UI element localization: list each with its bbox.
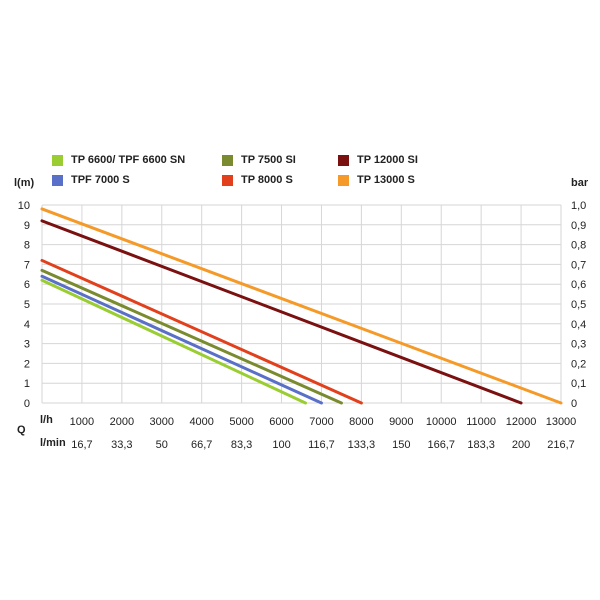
x2-tick-label: 133,3 (348, 439, 376, 451)
series-line (40, 207, 563, 405)
x-tick-label: 13000 (546, 416, 577, 428)
x2-tick-label: 83,3 (231, 439, 252, 451)
x-tick-label: 1000 (70, 416, 94, 428)
y-tick-label: 7 (24, 259, 30, 271)
x-tick-label: 3000 (150, 416, 174, 428)
y2-tick-label: 0,2 (571, 358, 586, 370)
x-tick-label: 11000 (466, 416, 496, 428)
y-axis-label: l(m) (14, 177, 35, 189)
y2-tick-label: 0,9 (571, 220, 586, 232)
legend-label: TP 12000 SI (357, 154, 418, 166)
legend-swatch (222, 154, 233, 166)
legend-item: TP 7500 SI (222, 154, 296, 166)
y2-tick-label: 0,4 (571, 319, 586, 331)
legend-item: TPF 7000 S (52, 174, 130, 186)
series-line (40, 274, 323, 405)
x-tick-label: 10000 (426, 416, 457, 428)
y2-tick-label: 1,0 (571, 200, 586, 212)
x-unit-label: l/h (40, 414, 53, 426)
legend-swatch (52, 174, 63, 186)
y-tick-label: 1 (24, 378, 30, 390)
legend-item: TP 12000 SI (338, 154, 418, 166)
legend-swatch (338, 154, 349, 166)
legend: TP 6600/ TPF 6600 SN TPF 7000 S TP 7500 … (0, 0, 600, 200)
legend-swatch (52, 154, 63, 166)
y-tick-label: 9 (24, 220, 30, 232)
y-tick-label: 8 (24, 240, 30, 252)
x2-tick-label: 166,7 (427, 439, 455, 451)
x2-unit-label: l/min (40, 437, 66, 449)
x-tick-label: 7000 (309, 416, 333, 428)
series-line (40, 278, 307, 405)
legend-label: TP 6600/ TPF 6600 SN (71, 154, 186, 166)
legend-label: TP 13000 S (357, 174, 415, 186)
x-tick-label: 6000 (269, 416, 293, 428)
x-tick-label: 2000 (110, 416, 134, 428)
y-tick-label: 0 (24, 398, 30, 410)
legend-label: TP 7500 SI (241, 154, 296, 166)
y2-tick-label: 0 (571, 398, 577, 410)
y-tick-label: 2 (24, 358, 30, 370)
x-tick-label: 8000 (349, 416, 373, 428)
legend-item: TP 13000 S (338, 174, 415, 186)
x-tick-label: 12000 (506, 416, 537, 428)
y2-tick-label: 0,6 (571, 279, 586, 291)
legend-swatch (222, 174, 233, 186)
y-tick-label: 6 (24, 279, 30, 291)
y2-tick-label: 0,5 (571, 299, 586, 311)
legend-item: TP 6600/ TPF 6600 SN (52, 154, 185, 166)
y2-tick-label: 0,7 (571, 259, 586, 271)
legend-label: TPF 7000 S (71, 174, 130, 186)
y-tick-label: 3 (24, 339, 30, 351)
x2-tick-label: 100 (272, 439, 290, 451)
x2-tick-label: 50 (156, 439, 168, 451)
y2-axis-label: bar (571, 177, 589, 189)
q-label: Q (17, 424, 26, 436)
x2-tick-label: 66,7 (191, 439, 212, 451)
x2-tick-label: 150 (392, 439, 410, 451)
x2-tick-label: 216,7 (547, 439, 575, 451)
x2-tick-label: 33,3 (111, 439, 132, 451)
legend-swatch (338, 174, 349, 186)
y2-tick-label: 0,1 (571, 378, 586, 390)
y-tick-label: 5 (24, 299, 30, 311)
series-line (40, 219, 523, 405)
x2-tick-label: 116,7 (308, 439, 335, 451)
x2-tick-label: 16,7 (71, 439, 92, 451)
legend-item: TP 8000 S (222, 174, 293, 186)
y-tick-label: 10 (18, 200, 30, 212)
x-tick-label: 5000 (229, 416, 253, 428)
y-tick-label: 4 (24, 319, 30, 331)
x2-tick-label: 183,3 (467, 439, 495, 451)
y2-tick-label: 0,3 (571, 339, 586, 351)
y2-tick-label: 0,8 (571, 240, 586, 252)
x2-tick-label: 200 (512, 439, 530, 451)
x-tick-label: 4000 (189, 416, 213, 428)
legend-label: TP 8000 S (241, 174, 293, 186)
series-line (40, 268, 343, 405)
x-tick-label: 9000 (389, 416, 413, 428)
series-line (40, 258, 363, 405)
